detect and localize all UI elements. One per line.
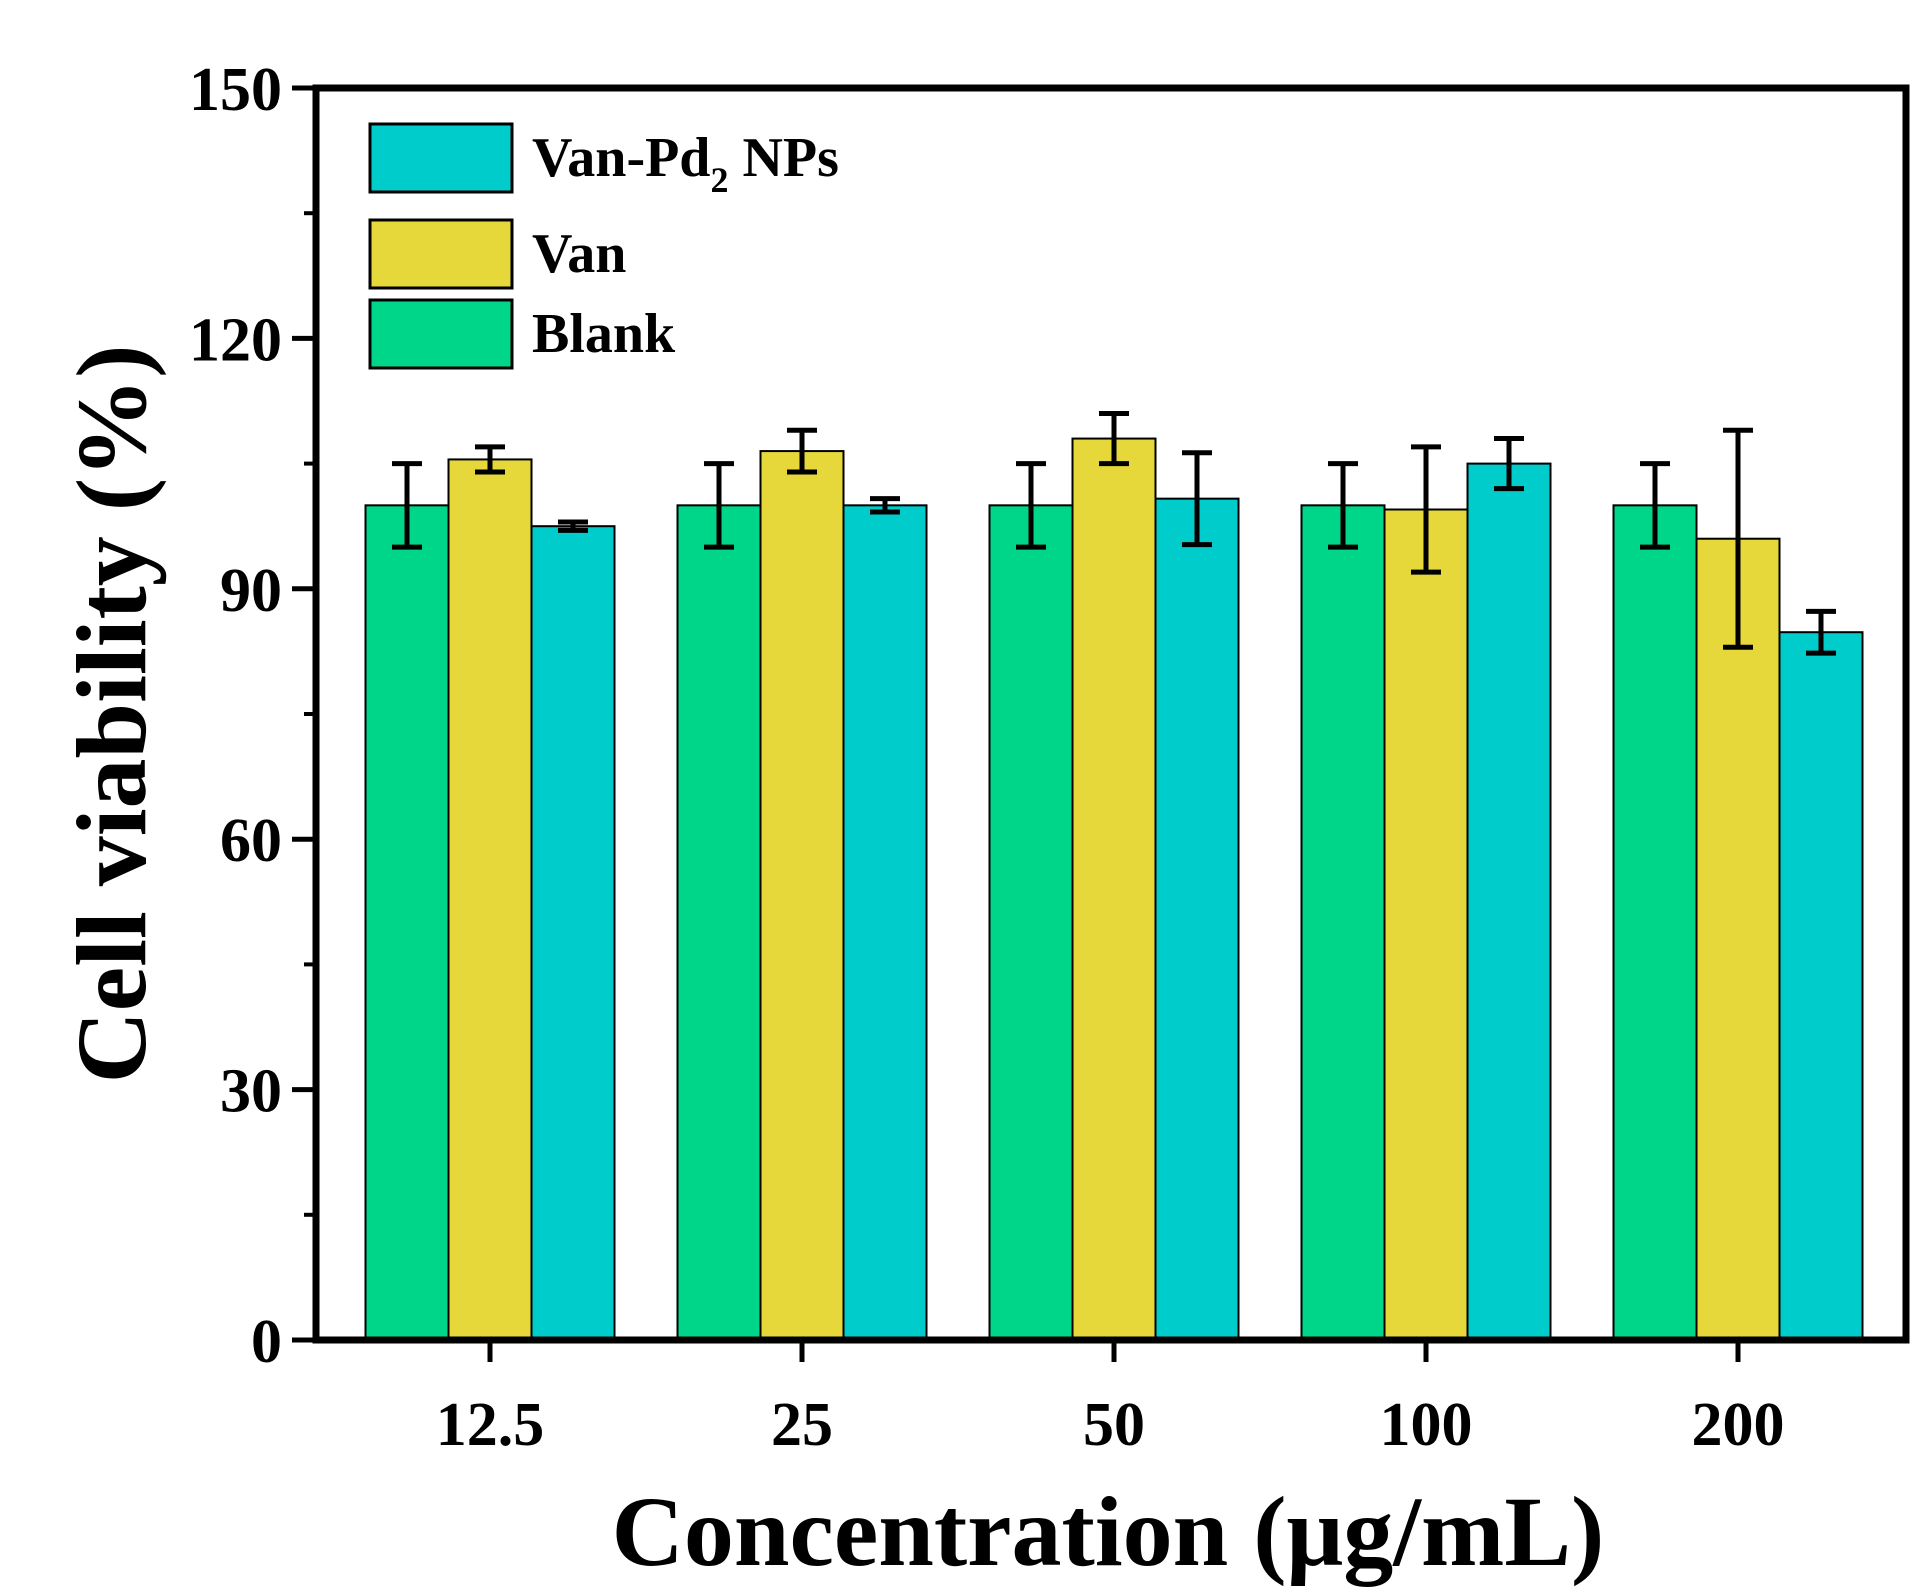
bar-van-200 xyxy=(1695,537,1781,1341)
error-bar-van-25 xyxy=(787,427,817,475)
x-axis: 12.5 25 50 100 200 xyxy=(436,1340,1785,1459)
legend-label-van-pd2-nps: Van-Pd2 NPs xyxy=(532,127,839,200)
error-bar-blank-12-5 xyxy=(392,461,422,550)
bar-van-12-5 xyxy=(447,458,533,1341)
y-axis-title: Cell viability (%) xyxy=(56,345,167,1084)
y-tick-label-90: 90 xyxy=(220,557,282,625)
error-bar-blank-200 xyxy=(1640,461,1670,550)
x-tick-label-100: 100 xyxy=(1380,1391,1473,1459)
legend-label-blank: Blank xyxy=(532,303,676,365)
bar-van-100 xyxy=(1383,508,1469,1341)
error-bar-van-pd2-nps-50 xyxy=(1182,450,1212,548)
bar-blank-12-5 xyxy=(364,504,450,1342)
error-bar-van-pd2-nps-12-5 xyxy=(558,519,588,533)
legend-swatch-van xyxy=(368,218,514,290)
error-bar-blank-50 xyxy=(1016,461,1046,550)
legend-swatch-van-pd2-nps xyxy=(368,122,514,194)
bar-van-pd2-nps-200 xyxy=(1778,631,1864,1341)
bar-van-pd2-nps-12-5 xyxy=(530,525,616,1341)
bar-van-pd2-nps-100 xyxy=(1466,462,1552,1342)
x-axis-title: Concentration (μg/mL) xyxy=(612,1476,1605,1587)
error-bar-van-50 xyxy=(1099,411,1129,467)
y-tick-label-120: 120 xyxy=(189,306,282,374)
error-bar-van-pd2-nps-100 xyxy=(1494,436,1524,492)
y-tick-label-150: 150 xyxy=(189,56,282,124)
bar-van-25 xyxy=(759,450,845,1341)
bars-layer xyxy=(364,437,1864,1342)
bar-van-50 xyxy=(1071,437,1157,1341)
y-axis: 0 30 60 90 120 150 xyxy=(189,56,316,1376)
error-bar-van-200 xyxy=(1723,427,1753,650)
legend-label-van: Van xyxy=(532,223,626,285)
bar-blank-25 xyxy=(676,504,762,1342)
bar-blank-50 xyxy=(988,504,1074,1342)
error-bar-van-12-5 xyxy=(475,444,505,475)
bar-blank-200 xyxy=(1612,504,1698,1342)
error-bars-layer xyxy=(392,411,1836,656)
x-tick-label-25: 25 xyxy=(771,1391,833,1459)
x-tick-label-200: 200 xyxy=(1692,1391,1785,1459)
x-tick-label-50: 50 xyxy=(1083,1391,1145,1459)
error-bar-blank-25 xyxy=(704,461,734,550)
y-tick-label-0: 0 xyxy=(251,1308,282,1376)
y-tick-label-30: 30 xyxy=(220,1058,282,1126)
legend: Van-Pd2 NPs Van Blank xyxy=(368,122,839,370)
y-tick-label-60: 60 xyxy=(220,807,282,875)
error-bar-van-pd2-nps-25 xyxy=(870,496,900,515)
bar-van-pd2-nps-25 xyxy=(842,504,928,1342)
legend-swatch-blank xyxy=(368,298,514,370)
bar-blank-100 xyxy=(1300,504,1386,1342)
error-bar-van-100 xyxy=(1411,444,1441,575)
bar-van-pd2-nps-50 xyxy=(1154,497,1240,1341)
error-bar-van-pd2-nps-200 xyxy=(1806,608,1836,656)
x-tick-label-12-5: 12.5 xyxy=(436,1391,545,1459)
error-bar-blank-100 xyxy=(1328,461,1358,550)
